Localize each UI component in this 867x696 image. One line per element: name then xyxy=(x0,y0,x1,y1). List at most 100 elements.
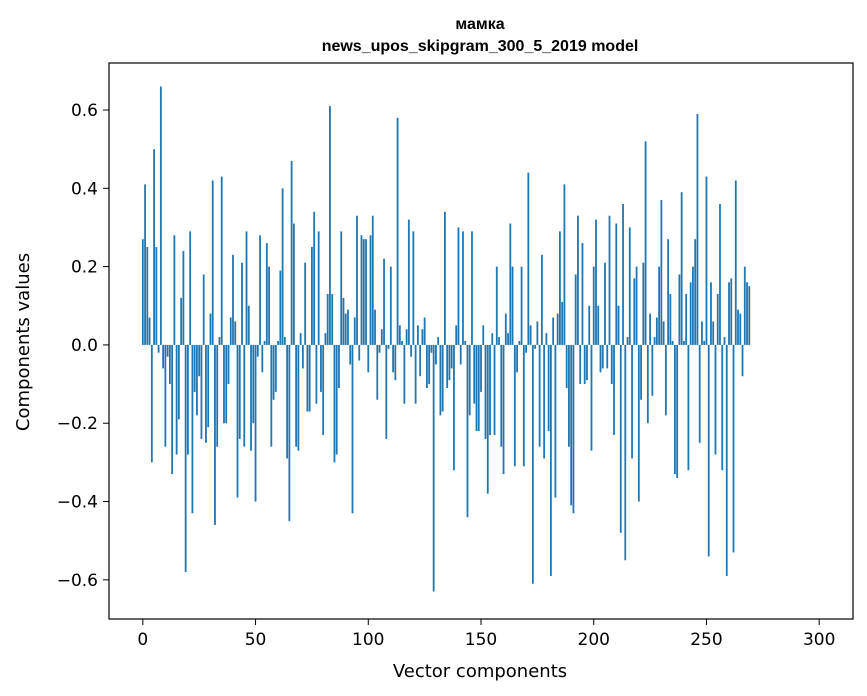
bar xyxy=(500,344,503,447)
bar xyxy=(617,305,620,345)
bar xyxy=(671,341,674,345)
bar xyxy=(256,344,259,357)
bar xyxy=(590,344,593,451)
bar xyxy=(459,344,462,365)
bar xyxy=(353,317,356,345)
bar xyxy=(335,344,338,455)
bar xyxy=(568,344,570,447)
bar xyxy=(320,344,322,392)
bar xyxy=(405,329,408,345)
bar xyxy=(520,266,523,345)
bar xyxy=(502,344,505,475)
bar xyxy=(455,325,458,345)
bar xyxy=(214,344,216,526)
bar xyxy=(435,344,437,365)
x-axis-ticks: 0 50 100 150 200 250 300 xyxy=(137,619,835,650)
bar xyxy=(489,344,491,435)
bar xyxy=(369,235,372,345)
bar xyxy=(196,344,198,416)
bar xyxy=(538,344,541,447)
bar xyxy=(177,344,180,420)
bar xyxy=(615,223,618,345)
bar xyxy=(498,337,500,345)
bar xyxy=(283,337,286,345)
bar xyxy=(696,113,699,345)
bar xyxy=(475,344,478,432)
x-tick-label: 200 xyxy=(578,630,610,650)
bar xyxy=(193,344,196,392)
bar xyxy=(698,344,701,443)
bar xyxy=(164,344,167,447)
bar xyxy=(678,274,681,345)
y-tick-label: −0.2 xyxy=(57,414,98,434)
bar xyxy=(491,333,494,345)
bar xyxy=(349,344,352,365)
bar xyxy=(457,227,460,345)
bar xyxy=(259,235,261,345)
bar xyxy=(367,344,370,373)
bar xyxy=(238,344,241,439)
bar xyxy=(356,215,358,345)
x-tick-label: 100 xyxy=(352,630,384,650)
bar xyxy=(649,313,651,345)
bar xyxy=(549,344,552,576)
bar xyxy=(351,344,354,514)
bar xyxy=(716,294,719,345)
bar xyxy=(707,344,710,557)
bar xyxy=(626,337,629,345)
chart-title-line2: news_upos_skipgram_300_5_2019 model xyxy=(322,38,639,55)
bar xyxy=(324,333,327,345)
bar xyxy=(723,337,726,345)
bar xyxy=(473,344,476,404)
y-tick-label: 0.0 xyxy=(71,336,98,356)
bar xyxy=(247,305,250,345)
bar xyxy=(725,344,728,576)
bar xyxy=(507,333,509,345)
y-axis-label: Components values xyxy=(13,253,34,431)
bar xyxy=(392,344,394,373)
bar xyxy=(554,344,557,498)
bar xyxy=(342,297,345,345)
bar xyxy=(236,344,239,498)
x-axis-label: Vector components xyxy=(393,661,567,682)
bar xyxy=(583,344,586,385)
bar xyxy=(306,344,309,412)
bar xyxy=(692,266,694,345)
plot-frame xyxy=(108,62,854,620)
bar xyxy=(299,333,302,345)
bar xyxy=(333,344,336,463)
bar xyxy=(586,344,588,381)
bar xyxy=(184,344,187,573)
bar xyxy=(153,149,155,345)
bar xyxy=(664,344,667,416)
bar xyxy=(225,344,228,424)
bar xyxy=(141,239,144,345)
bar xyxy=(642,262,645,345)
bar xyxy=(171,344,174,475)
bar xyxy=(606,344,609,369)
bar xyxy=(198,344,201,377)
bar xyxy=(655,317,658,345)
bar xyxy=(570,344,573,506)
bar xyxy=(414,344,417,404)
bar xyxy=(265,243,268,345)
bar xyxy=(579,344,582,385)
bar xyxy=(450,344,453,369)
bar xyxy=(511,266,514,345)
bar xyxy=(662,321,665,345)
bar xyxy=(286,344,289,459)
y-tick-label: −0.4 xyxy=(57,493,98,513)
bar xyxy=(378,344,381,353)
y-tick-label: 0.6 xyxy=(71,101,98,121)
bar xyxy=(344,313,347,345)
bar xyxy=(633,278,636,345)
bar xyxy=(202,274,205,345)
bar xyxy=(317,231,320,345)
bar xyxy=(272,344,275,400)
bar xyxy=(331,294,334,345)
bar xyxy=(622,203,624,345)
bar xyxy=(468,344,471,416)
bar xyxy=(552,317,555,345)
bar xyxy=(290,160,293,345)
bar xyxy=(410,344,413,357)
